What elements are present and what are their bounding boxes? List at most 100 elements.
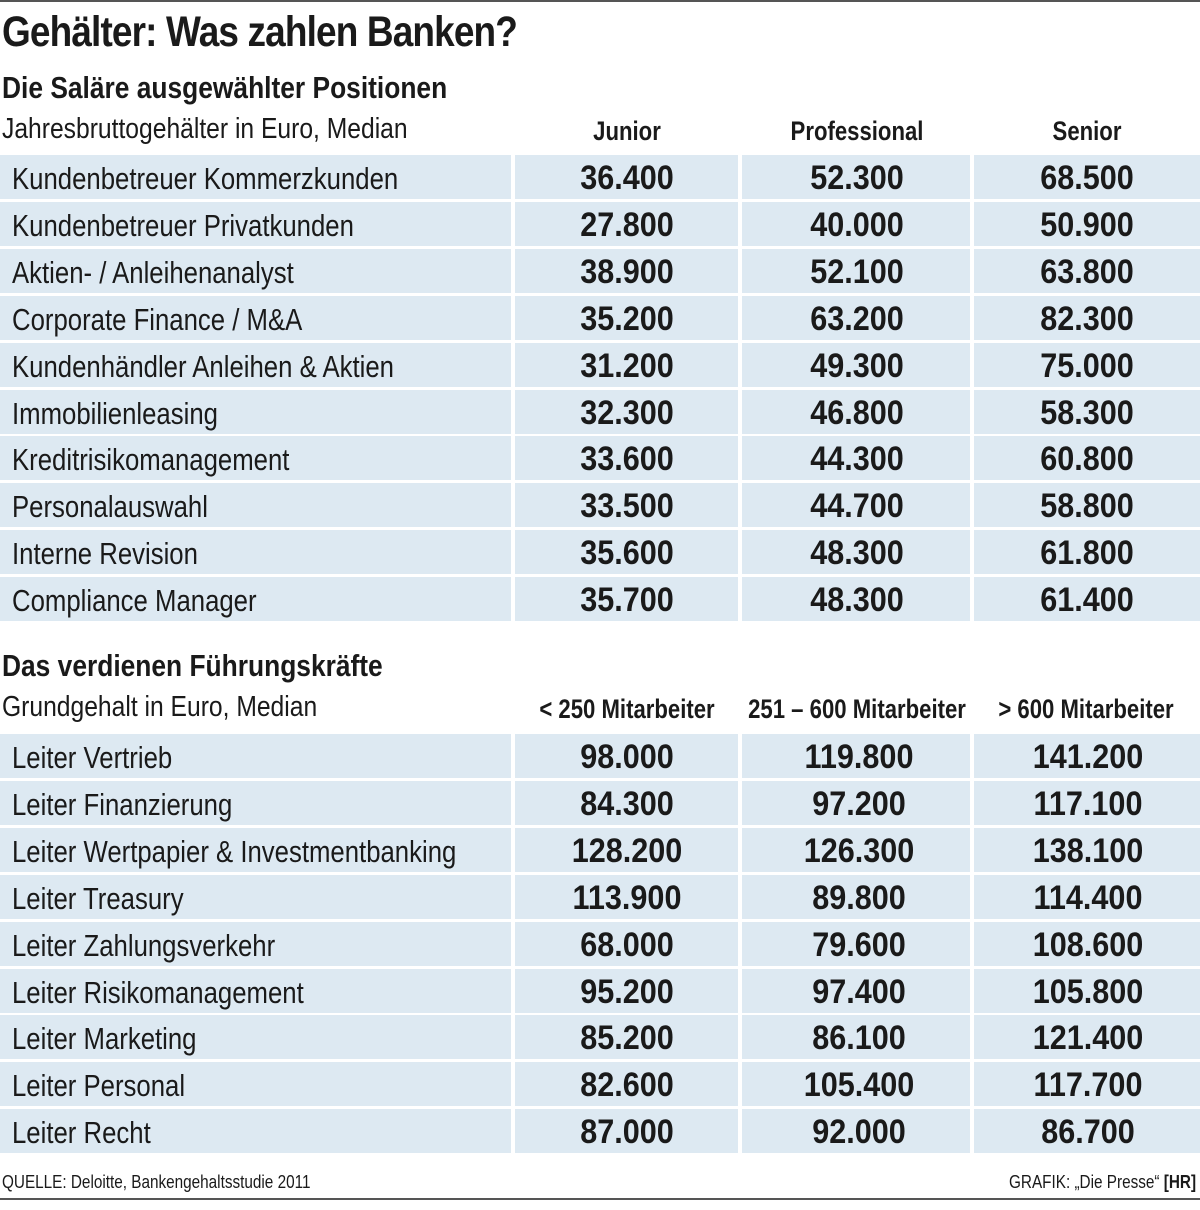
row-cell-background — [974, 201, 1200, 246]
row-label: Kundenbetreuer Kommerzkunden — [12, 161, 399, 196]
row-label: Leiter Vertrieb — [12, 740, 173, 775]
section-1-column-header: Professional — [790, 116, 924, 146]
table-row: Aktien- / Anleihenanalyst 38.900 52.100 63.… — [0, 248, 1200, 293]
row-cell-background — [0, 342, 511, 387]
row-label: Kundenhändler Anleihen & Aktien — [12, 348, 394, 384]
salary-value: 48.300 — [810, 581, 904, 620]
page-title: Gehälter: Was zahlen Banken? — [2, 8, 518, 56]
row-cell-background — [515, 201, 738, 246]
table-row: Leiter Marketing 85.200 86.100 121.400 — [0, 1015, 1200, 1060]
section-1-subtitle: Jahresbruttogehälter in Euro, Median — [2, 113, 408, 145]
table-row: Leiter Treasury 113.900 89.800 114.400 — [0, 874, 1200, 919]
section-2-subtitle: Grundgehalt in Euro, Median — [2, 691, 318, 723]
salary-value: 44.700 — [810, 487, 904, 526]
row-cell-background — [974, 921, 1200, 966]
top-rule — [0, 0, 1200, 2]
salary-value: 58.300 — [1040, 393, 1134, 432]
row-cell-background — [974, 248, 1200, 293]
row-cell-background — [0, 577, 511, 622]
row-cell-background — [515, 874, 738, 919]
row-cell-background — [974, 577, 1200, 622]
row-cell-background — [0, 874, 511, 919]
row-cell-background — [0, 827, 511, 872]
row-cell-background — [0, 968, 511, 1013]
row-cell-background — [974, 1015, 1200, 1060]
table-row: Personalauswahl 33.500 44.700 58.800 — [0, 483, 1200, 528]
row-cell-background — [974, 734, 1200, 778]
credit-text: GRAFIK: „Die Presse“ — [1008, 1172, 1160, 1192]
row-cell-background — [974, 1062, 1200, 1107]
salary-value: 92.000 — [812, 1113, 906, 1152]
row-cell-background — [974, 1109, 1200, 1154]
row-cell-background — [515, 827, 738, 872]
row-cell-background — [0, 295, 511, 340]
salary-value: 105.800 — [1032, 972, 1144, 1011]
salary-value: 117.700 — [1033, 1066, 1143, 1105]
salary-value: 38.900 — [580, 252, 674, 291]
salary-value: 86.700 — [1041, 1113, 1135, 1152]
salary-value: 117.100 — [1033, 784, 1143, 823]
salary-value: 128.200 — [571, 831, 683, 870]
salary-value: 119.800 — [804, 738, 914, 776]
row-cell-background — [515, 483, 738, 528]
table-row: Immobilienleasing 32.300 46.800 58.300 — [0, 389, 1200, 434]
salary-value: 89.800 — [812, 878, 906, 917]
row-cell-background — [974, 155, 1200, 199]
row-cell-background — [974, 295, 1200, 340]
salary-value: 61.400 — [1040, 581, 1134, 620]
row-cell-background — [0, 1062, 511, 1107]
table-row: Leiter Risikomanagement 95.200 97.400 105.8… — [0, 968, 1200, 1013]
salary-value: 79.600 — [812, 925, 906, 964]
row-label: Kundenbetreuer Privatkunden — [12, 207, 354, 243]
row-cell-background — [515, 921, 738, 966]
row-cell-background — [742, 1062, 970, 1107]
salary-value: 63.200 — [810, 299, 904, 338]
row-cell-background — [0, 530, 511, 575]
salary-value: 27.800 — [580, 205, 674, 244]
section-1-title: Die Saläre ausgewählter Positionen — [2, 70, 448, 105]
row-cell-background — [974, 389, 1200, 434]
row-label: Kreditrisikomanagement — [12, 442, 290, 478]
row-cell-background — [742, 530, 970, 575]
salary-value: 52.300 — [810, 159, 904, 197]
source-note: QUELLE: Deloitte, Bankengehaltsstudie 20… — [2, 1172, 311, 1192]
credit-tag: [HR] — [1163, 1172, 1196, 1192]
row-cell-background — [742, 201, 970, 246]
row-cell-background — [974, 968, 1200, 1013]
salary-value: 50.900 — [1040, 205, 1134, 244]
row-cell-background — [515, 780, 738, 825]
salary-value: 63.800 — [1040, 252, 1134, 291]
table-row: Corporate Finance / M&A 35.200 63.200 82.30… — [0, 295, 1200, 340]
row-cell-background — [974, 827, 1200, 872]
salary-value: 97.400 — [812, 972, 906, 1011]
table-row: Kundenhändler Anleihen & Aktien 31.200 49.… — [0, 342, 1200, 387]
salary-value: 52.100 — [810, 252, 904, 291]
section-2-title: Das verdienen Führungskräfte — [2, 648, 383, 683]
salary-value: 40.000 — [810, 205, 904, 244]
row-cell-background — [742, 155, 970, 199]
salary-value: 68.000 — [580, 925, 674, 964]
salary-value: 32.300 — [580, 393, 674, 432]
row-cell-background — [0, 483, 511, 528]
table-row: Leiter Finanzierung 84.300 97.200 117.100 — [0, 780, 1200, 825]
row-cell-background — [515, 530, 738, 575]
section-1-column-header: Junior — [593, 116, 661, 146]
bottom-rule — [0, 1198, 1200, 1200]
row-cell-background — [974, 780, 1200, 825]
row-cell-background — [0, 921, 511, 966]
row-cell-background — [515, 436, 738, 481]
salary-value: 61.800 — [1040, 534, 1134, 573]
row-cell-background — [515, 968, 738, 1013]
salary-value: 114.400 — [1033, 878, 1143, 917]
salary-value: 105.400 — [803, 1066, 915, 1105]
row-cell-background — [0, 734, 511, 778]
row-cell-background — [0, 248, 511, 293]
table-row: Leiter Vertrieb 98.000 119.800 141.200 — [0, 734, 1200, 778]
salary-value: 82.300 — [1040, 299, 1134, 338]
salary-value: 113.900 — [572, 878, 682, 917]
row-cell-background — [515, 295, 738, 340]
row-label: Leiter Marketing — [12, 1021, 197, 1057]
row-cell-background — [742, 342, 970, 387]
row-label: Leiter Treasury — [12, 880, 184, 916]
row-cell-background — [742, 780, 970, 825]
